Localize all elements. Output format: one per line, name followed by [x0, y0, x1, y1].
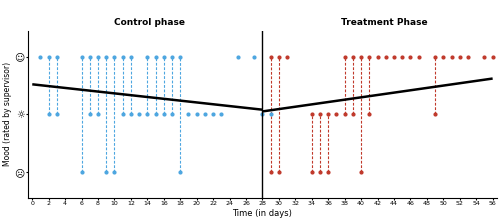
X-axis label: Time (in days): Time (in days): [232, 209, 292, 218]
Text: Control phase: Control phase: [114, 18, 186, 27]
Text: Treatment Phase: Treatment Phase: [341, 18, 428, 27]
Y-axis label: Mood (rated by supervisor): Mood (rated by supervisor): [3, 62, 12, 166]
